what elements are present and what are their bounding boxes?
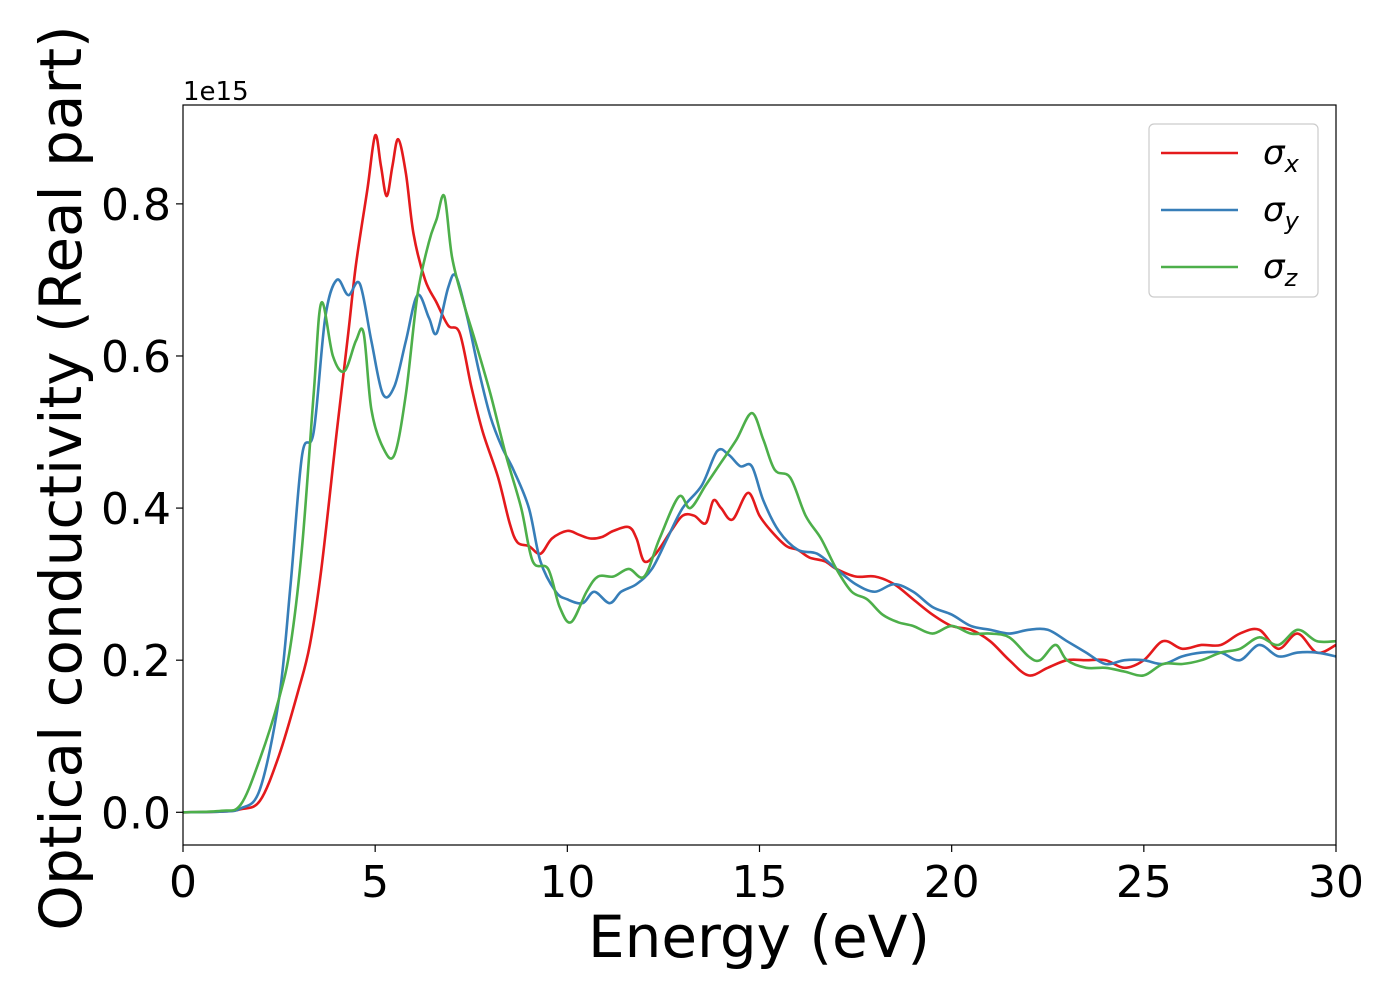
x-tick-label: 30 bbox=[1308, 857, 1364, 908]
y-tick-label: 0.4 bbox=[101, 484, 171, 535]
legend-label: σx bbox=[1263, 133, 1300, 178]
x-tick-label: 20 bbox=[924, 857, 980, 908]
series-line-sigma-y bbox=[183, 273, 1336, 814]
x-tick-label: 0 bbox=[169, 857, 197, 908]
x-tick-label: 10 bbox=[539, 857, 595, 908]
series-line-sigma-x bbox=[183, 133, 1336, 814]
y-offset-text: 1e15 bbox=[183, 77, 249, 107]
x-axis-label: Energy (eV) bbox=[588, 903, 930, 971]
axes-layer: 0 5 10 15 20 25 30 0.0 0.2 0.4 0.6 0.8 bbox=[101, 104, 1364, 908]
x-tick-label: 25 bbox=[1116, 857, 1172, 908]
y-tick-label: 0.8 bbox=[101, 180, 171, 231]
y-tick-label: 0.2 bbox=[101, 636, 171, 687]
y-axis-label: Optical conductivity (Real part) bbox=[27, 25, 95, 930]
series-layer bbox=[183, 133, 1336, 814]
y-tick-label: 0.0 bbox=[101, 788, 171, 839]
y-tick-label: 0.6 bbox=[101, 332, 171, 383]
x-tick-label: 15 bbox=[732, 857, 788, 908]
series-line-sigma-z bbox=[183, 193, 1336, 814]
x-tick-label: 5 bbox=[361, 857, 389, 908]
legend-entry-sigma-x: σx bbox=[1161, 133, 1300, 178]
